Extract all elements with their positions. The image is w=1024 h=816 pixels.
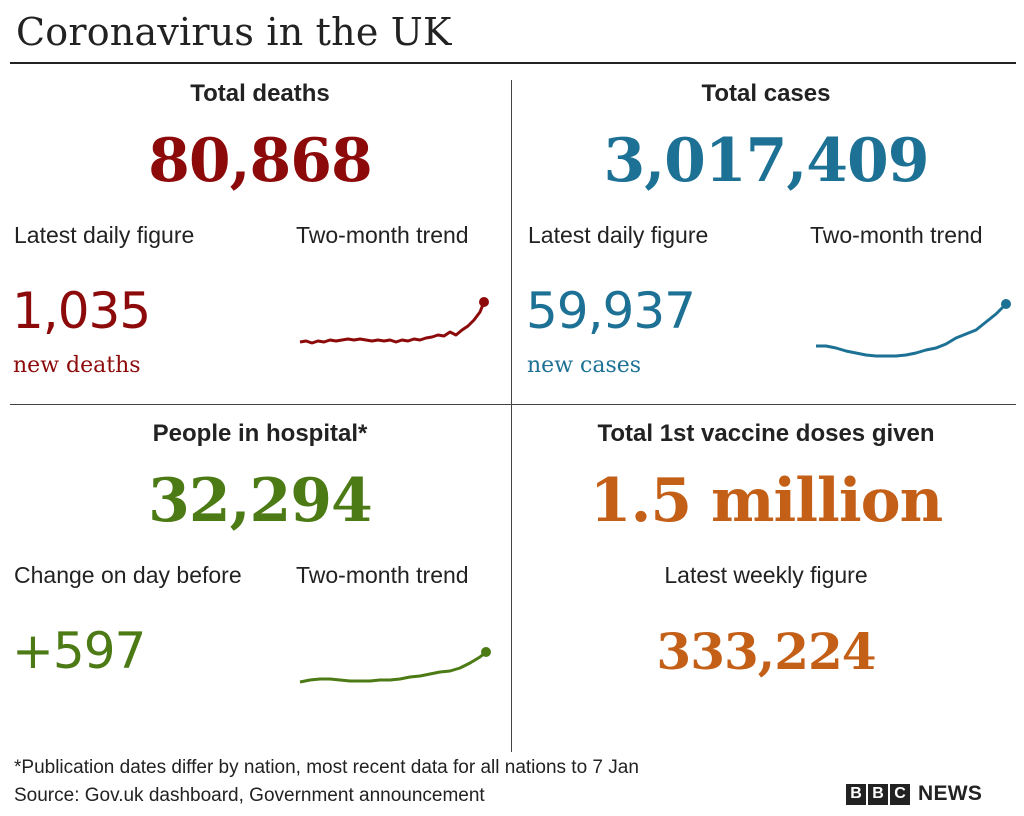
- cases-daily-unit: new cases: [527, 353, 642, 378]
- vaccine-weekly-label: Latest weekly figure: [664, 562, 868, 588]
- page-title: Coronavirus in the UK: [16, 10, 452, 54]
- deaths-daily-label: Latest daily figure: [14, 222, 195, 248]
- logo-letter-b1: B: [846, 783, 866, 805]
- bbc-news-logo: B B C NEWS: [846, 782, 982, 806]
- horizontal-divider: [10, 404, 1016, 405]
- hospital-panel: People in hospital* 32,294 Change on day…: [10, 420, 510, 740]
- cases-heading: Total cases: [701, 80, 831, 107]
- deaths-trend-label: Two-month trend: [296, 222, 469, 248]
- vaccine-total: 1.5 million: [589, 466, 944, 536]
- source-note: Source: Gov.uk dashboard, Government ann…: [14, 785, 485, 806]
- logo-letter-b2: B: [868, 783, 888, 805]
- logo-letter-c: C: [890, 783, 910, 805]
- cases-daily-label: Latest daily figure: [528, 222, 709, 248]
- cases-trend-label: Two-month trend: [810, 222, 983, 248]
- cases-panel: Total cases 3,017,409 Latest daily figur…: [516, 80, 1016, 400]
- hospital-daily-value: +597: [12, 622, 146, 680]
- vaccine-heading: Total 1st vaccine doses given: [597, 420, 935, 447]
- cases-total: 3,017,409: [603, 126, 929, 196]
- vaccine-weekly-value: 333,224: [656, 622, 876, 681]
- title-divider: [10, 62, 1016, 64]
- hospital-total: 32,294: [148, 466, 373, 536]
- deaths-daily-value: 1,035: [12, 282, 151, 340]
- deaths-total: 80,868: [148, 126, 373, 196]
- vertical-divider: [511, 80, 512, 752]
- hospital-trend-sparkline: [299, 647, 491, 684]
- hospital-trend-label: Two-month trend: [296, 562, 469, 588]
- vaccine-panel: Total 1st vaccine doses given 1.5 millio…: [516, 420, 1016, 740]
- deaths-panel: Total deaths 80,868 Latest daily figure …: [10, 80, 510, 400]
- footnote: *Publication dates differ by nation, mos…: [14, 757, 639, 778]
- cases-trend-sparkline: [816, 299, 1011, 358]
- hospital-daily-label: Change on day before: [14, 562, 242, 588]
- deaths-heading: Total deaths: [190, 80, 330, 107]
- logo-news-word: NEWS: [918, 782, 983, 805]
- deaths-daily-unit: new deaths: [13, 353, 141, 378]
- deaths-trend-sparkline: [299, 297, 489, 345]
- hospital-heading: People in hospital*: [152, 420, 368, 447]
- cases-daily-value: 59,937: [526, 282, 696, 340]
